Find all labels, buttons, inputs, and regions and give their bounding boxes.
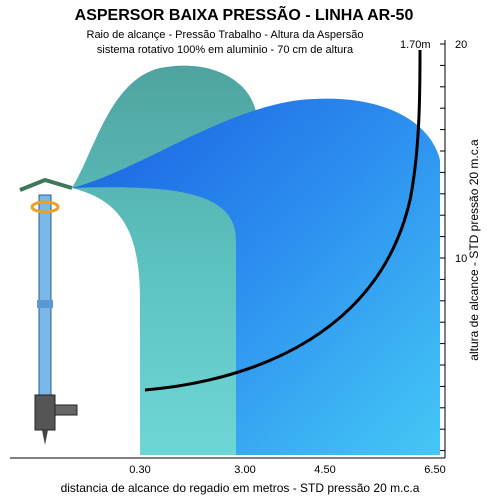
x-axis-label: distancia de alcance do regadio em metro… <box>61 481 420 495</box>
subtitle: sistema rotativo 100% em aluminio - 70 c… <box>97 44 354 56</box>
sprinkler <box>19 177 78 445</box>
x-tick-label: 4.50 <box>314 464 335 476</box>
title: ASPERSOR BAIXA PRESSÃO - LINHA AR-50 <box>75 4 414 24</box>
y-tick-label: 10 <box>455 253 467 265</box>
x-tick-label: 0.30 <box>129 464 150 476</box>
blue-plume <box>72 98 440 455</box>
x-tick-label: 6.50 <box>424 464 445 476</box>
y-axis-label: altura de alcance - STD pressão 20 m.c.a <box>467 139 481 361</box>
y-minor-ticks <box>440 43 445 452</box>
height-curve <box>144 49 422 392</box>
top-label: 1.70m <box>400 39 431 51</box>
y-tick-label: 20 <box>455 39 467 51</box>
x-tick-label: 3.00 <box>234 464 255 476</box>
subtitle: Raio de alcançe - Pressão Trabalho - Alt… <box>87 29 364 41</box>
